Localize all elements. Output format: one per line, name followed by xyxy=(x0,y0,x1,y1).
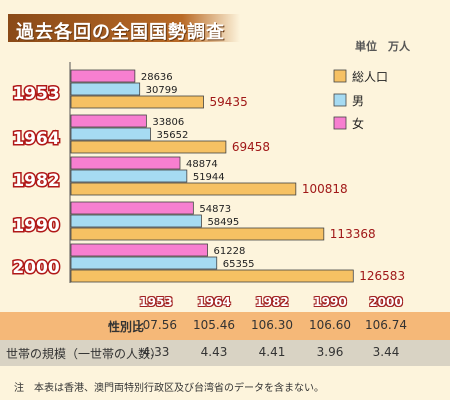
bar-1990-1 xyxy=(70,214,202,228)
unit-label: 単位 万人 xyxy=(355,40,410,53)
table-year-1953: 1953 xyxy=(139,295,173,309)
data-label-2000-2: 126583 xyxy=(359,269,405,283)
data-label-1982-2: 100818 xyxy=(302,182,348,196)
table-year-1990: 1990 xyxy=(313,295,347,309)
data-label-1953-2: 59435 xyxy=(210,95,248,109)
bar-1953-2 xyxy=(70,95,204,109)
table-cell-0-2: 106.30 xyxy=(251,318,293,332)
table-cell-1-1: 4.43 xyxy=(200,345,228,359)
data-label-1982-0: 48874 xyxy=(186,159,218,170)
sex-ratio-band xyxy=(0,312,450,340)
data-label-1982-1: 51944 xyxy=(193,172,225,183)
table-year-2000: 2000 xyxy=(369,295,403,309)
data-label-1964-0: 33806 xyxy=(152,117,184,128)
data-label-1990-1: 58495 xyxy=(207,217,239,228)
table-cell-0-4: 106.74 xyxy=(365,318,407,332)
footnote: 注 本表は香港、澳門両特別行政区及び台湾省のデータを含まない。 xyxy=(14,383,324,394)
year-label-1964: 1964 xyxy=(12,129,59,149)
data-label-1953-1: 30799 xyxy=(146,85,178,96)
household-size-band xyxy=(0,340,450,366)
legend-swatch-0 xyxy=(333,69,347,83)
year-label-1990: 1990 xyxy=(12,216,59,236)
year-label-1953: 1953 xyxy=(12,84,59,104)
bar-1964-1 xyxy=(70,127,151,141)
table-year-1964: 1964 xyxy=(197,295,231,309)
year-label-2000: 2000 xyxy=(12,258,59,278)
table-cell-0-3: 106.60 xyxy=(309,318,351,332)
page-title: 過去各回の全国国勢調査 xyxy=(16,22,225,43)
legend-label-0: 総人口 xyxy=(352,70,388,84)
bar-1982-0 xyxy=(70,156,181,170)
bar-2000-1 xyxy=(70,256,218,270)
bar-1990-0 xyxy=(70,201,194,215)
legend-label-2: 女 xyxy=(352,116,364,131)
bar-1964-2 xyxy=(70,140,227,154)
legend-swatch-1 xyxy=(333,93,347,107)
year-label-1982: 1982 xyxy=(12,171,59,191)
bar-2000-0 xyxy=(70,243,208,257)
data-label-2000-0: 61228 xyxy=(214,246,246,257)
table-cell-1-3: 3.96 xyxy=(316,345,344,359)
bar-1982-2 xyxy=(70,182,297,196)
sex-ratio-label: 性別比 xyxy=(108,320,145,334)
table-cell-0-0: 107.56 xyxy=(135,318,177,332)
data-label-1990-2: 113368 xyxy=(330,227,376,241)
table-year-1982: 1982 xyxy=(255,295,289,309)
bar-chart: 1953 28636 30799 59435 1964 33806 35652 69458 19… xyxy=(11,62,405,283)
bar-1953-1 xyxy=(70,82,141,96)
data-label-2000-1: 65355 xyxy=(223,259,255,270)
title-banner xyxy=(8,14,240,42)
table-cell-1-2: 4.41 xyxy=(258,345,286,359)
data-label-1953-0: 28636 xyxy=(141,72,173,83)
table-cell-1-4: 3.44 xyxy=(372,345,400,359)
legend-label-1: 男 xyxy=(352,94,364,108)
bar-1990-2 xyxy=(70,227,325,241)
data-label-1964-2: 69458 xyxy=(232,140,270,154)
table-cell-1-0: 4.33 xyxy=(142,345,170,359)
bar-1982-1 xyxy=(70,169,188,183)
data-label-1990-0: 54873 xyxy=(199,204,231,215)
data-label-1964-1: 35652 xyxy=(157,130,189,141)
household-size-label: 世帯の規模（一世帯の人数） xyxy=(6,347,163,361)
bar-1953-0 xyxy=(70,69,136,83)
legend-swatch-2 xyxy=(333,116,347,130)
table-cell-0-1: 105.46 xyxy=(193,318,235,332)
bar-1964-0 xyxy=(70,114,147,128)
bar-2000-2 xyxy=(70,269,354,283)
